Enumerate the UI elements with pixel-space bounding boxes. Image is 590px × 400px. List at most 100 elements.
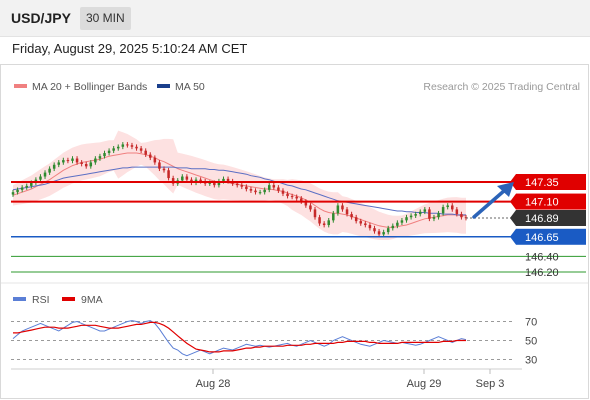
candle-body xyxy=(89,162,93,167)
candle-body xyxy=(281,190,285,194)
candle xyxy=(295,194,298,201)
candle-body xyxy=(364,223,367,226)
candle-body xyxy=(341,205,344,210)
candle-body xyxy=(80,162,83,164)
candle xyxy=(144,148,147,157)
candle xyxy=(354,214,358,224)
candle-body xyxy=(167,170,170,179)
candle-body xyxy=(199,179,202,182)
timestamp-label: Friday, August 29, 2025 5:10:24 AM CET xyxy=(12,41,248,56)
candle-body xyxy=(267,185,271,190)
candle-body xyxy=(277,187,280,191)
candle xyxy=(263,187,266,195)
resistance-tag-147-35 xyxy=(516,174,586,190)
candle-body xyxy=(409,215,413,218)
chart-header: USD/JPY 30 MIN xyxy=(0,0,590,37)
candle xyxy=(71,156,74,164)
candle-body xyxy=(254,190,257,193)
candle-body xyxy=(126,144,129,146)
candle-body xyxy=(43,172,47,177)
bollinger-band-area xyxy=(13,130,466,240)
candle xyxy=(336,203,340,216)
candle-body xyxy=(332,213,335,221)
candle-body xyxy=(116,146,120,149)
candle xyxy=(460,211,463,220)
moving-averages xyxy=(12,152,466,228)
rsi-legend-label: RSI xyxy=(32,294,50,306)
rsi-panel: 70 50 30 xyxy=(11,317,537,367)
candle-body xyxy=(139,148,143,151)
candle xyxy=(405,214,408,223)
x-tick-label: Aug 28 xyxy=(196,378,231,390)
candle xyxy=(409,213,413,220)
candle-body xyxy=(295,196,298,199)
candle-body xyxy=(300,198,303,202)
candle xyxy=(451,203,454,212)
resistance-value-147-10: 147.10 xyxy=(525,197,559,209)
candle xyxy=(11,189,15,197)
candle-body xyxy=(135,146,138,149)
bollinger-bands xyxy=(13,130,466,240)
candle xyxy=(272,182,276,190)
candle-body xyxy=(304,201,308,206)
chart-frame xyxy=(0,64,589,399)
candle xyxy=(89,160,93,169)
candle-body xyxy=(57,162,61,165)
candle-body xyxy=(437,213,440,218)
rsi-tick-30: 30 xyxy=(525,355,537,367)
candle xyxy=(57,160,61,168)
candle xyxy=(400,218,404,226)
current-price-tag xyxy=(516,210,586,226)
candle-body xyxy=(162,168,166,171)
candle-body xyxy=(30,182,33,186)
candle-body xyxy=(107,150,111,154)
candle-body xyxy=(455,209,459,215)
candle-body xyxy=(327,220,330,226)
ma20-legend-swatch xyxy=(14,84,27,88)
x-tick-label: Sep 3 xyxy=(476,378,505,390)
candle xyxy=(20,185,24,193)
candle-body xyxy=(354,217,358,222)
candle xyxy=(158,160,161,172)
candle-body xyxy=(52,164,56,169)
candle-body xyxy=(309,205,312,210)
ma9-legend-label: 9MA xyxy=(81,294,103,306)
candle xyxy=(286,191,289,199)
candle-body xyxy=(71,158,74,161)
rsi-legend-swatch xyxy=(13,297,26,301)
candle xyxy=(446,203,449,210)
candle xyxy=(359,218,363,226)
candle xyxy=(350,211,353,220)
candle-body xyxy=(313,209,317,218)
candle xyxy=(300,196,303,204)
candle-body xyxy=(396,222,399,226)
candle xyxy=(441,204,445,216)
candle xyxy=(25,183,28,190)
timeframe-button[interactable]: 30 MIN xyxy=(80,7,131,30)
candle xyxy=(48,166,51,175)
candle xyxy=(432,214,436,222)
candle-body xyxy=(94,158,97,163)
candle xyxy=(66,157,70,164)
tag-pointer xyxy=(510,228,516,245)
rsi-tick-70: 70 xyxy=(525,317,537,329)
candle xyxy=(39,174,42,182)
tag-pointer xyxy=(510,193,516,210)
candle xyxy=(80,160,83,167)
candle-body xyxy=(336,205,340,214)
candle-body xyxy=(20,187,24,190)
resistance-tag-147-10 xyxy=(516,193,586,210)
candle-body xyxy=(386,228,390,233)
candle xyxy=(322,221,326,228)
candle xyxy=(107,148,111,156)
support-value-146-20: 146.20 xyxy=(525,267,559,279)
candle xyxy=(153,155,157,165)
candle xyxy=(341,203,344,212)
resistance-value-147-35: 147.35 xyxy=(525,177,559,189)
candle-body xyxy=(48,168,51,173)
candle-body xyxy=(322,223,326,226)
candle xyxy=(94,156,97,165)
candle-body xyxy=(226,178,230,182)
candle-body xyxy=(217,181,221,186)
candle xyxy=(345,207,349,217)
